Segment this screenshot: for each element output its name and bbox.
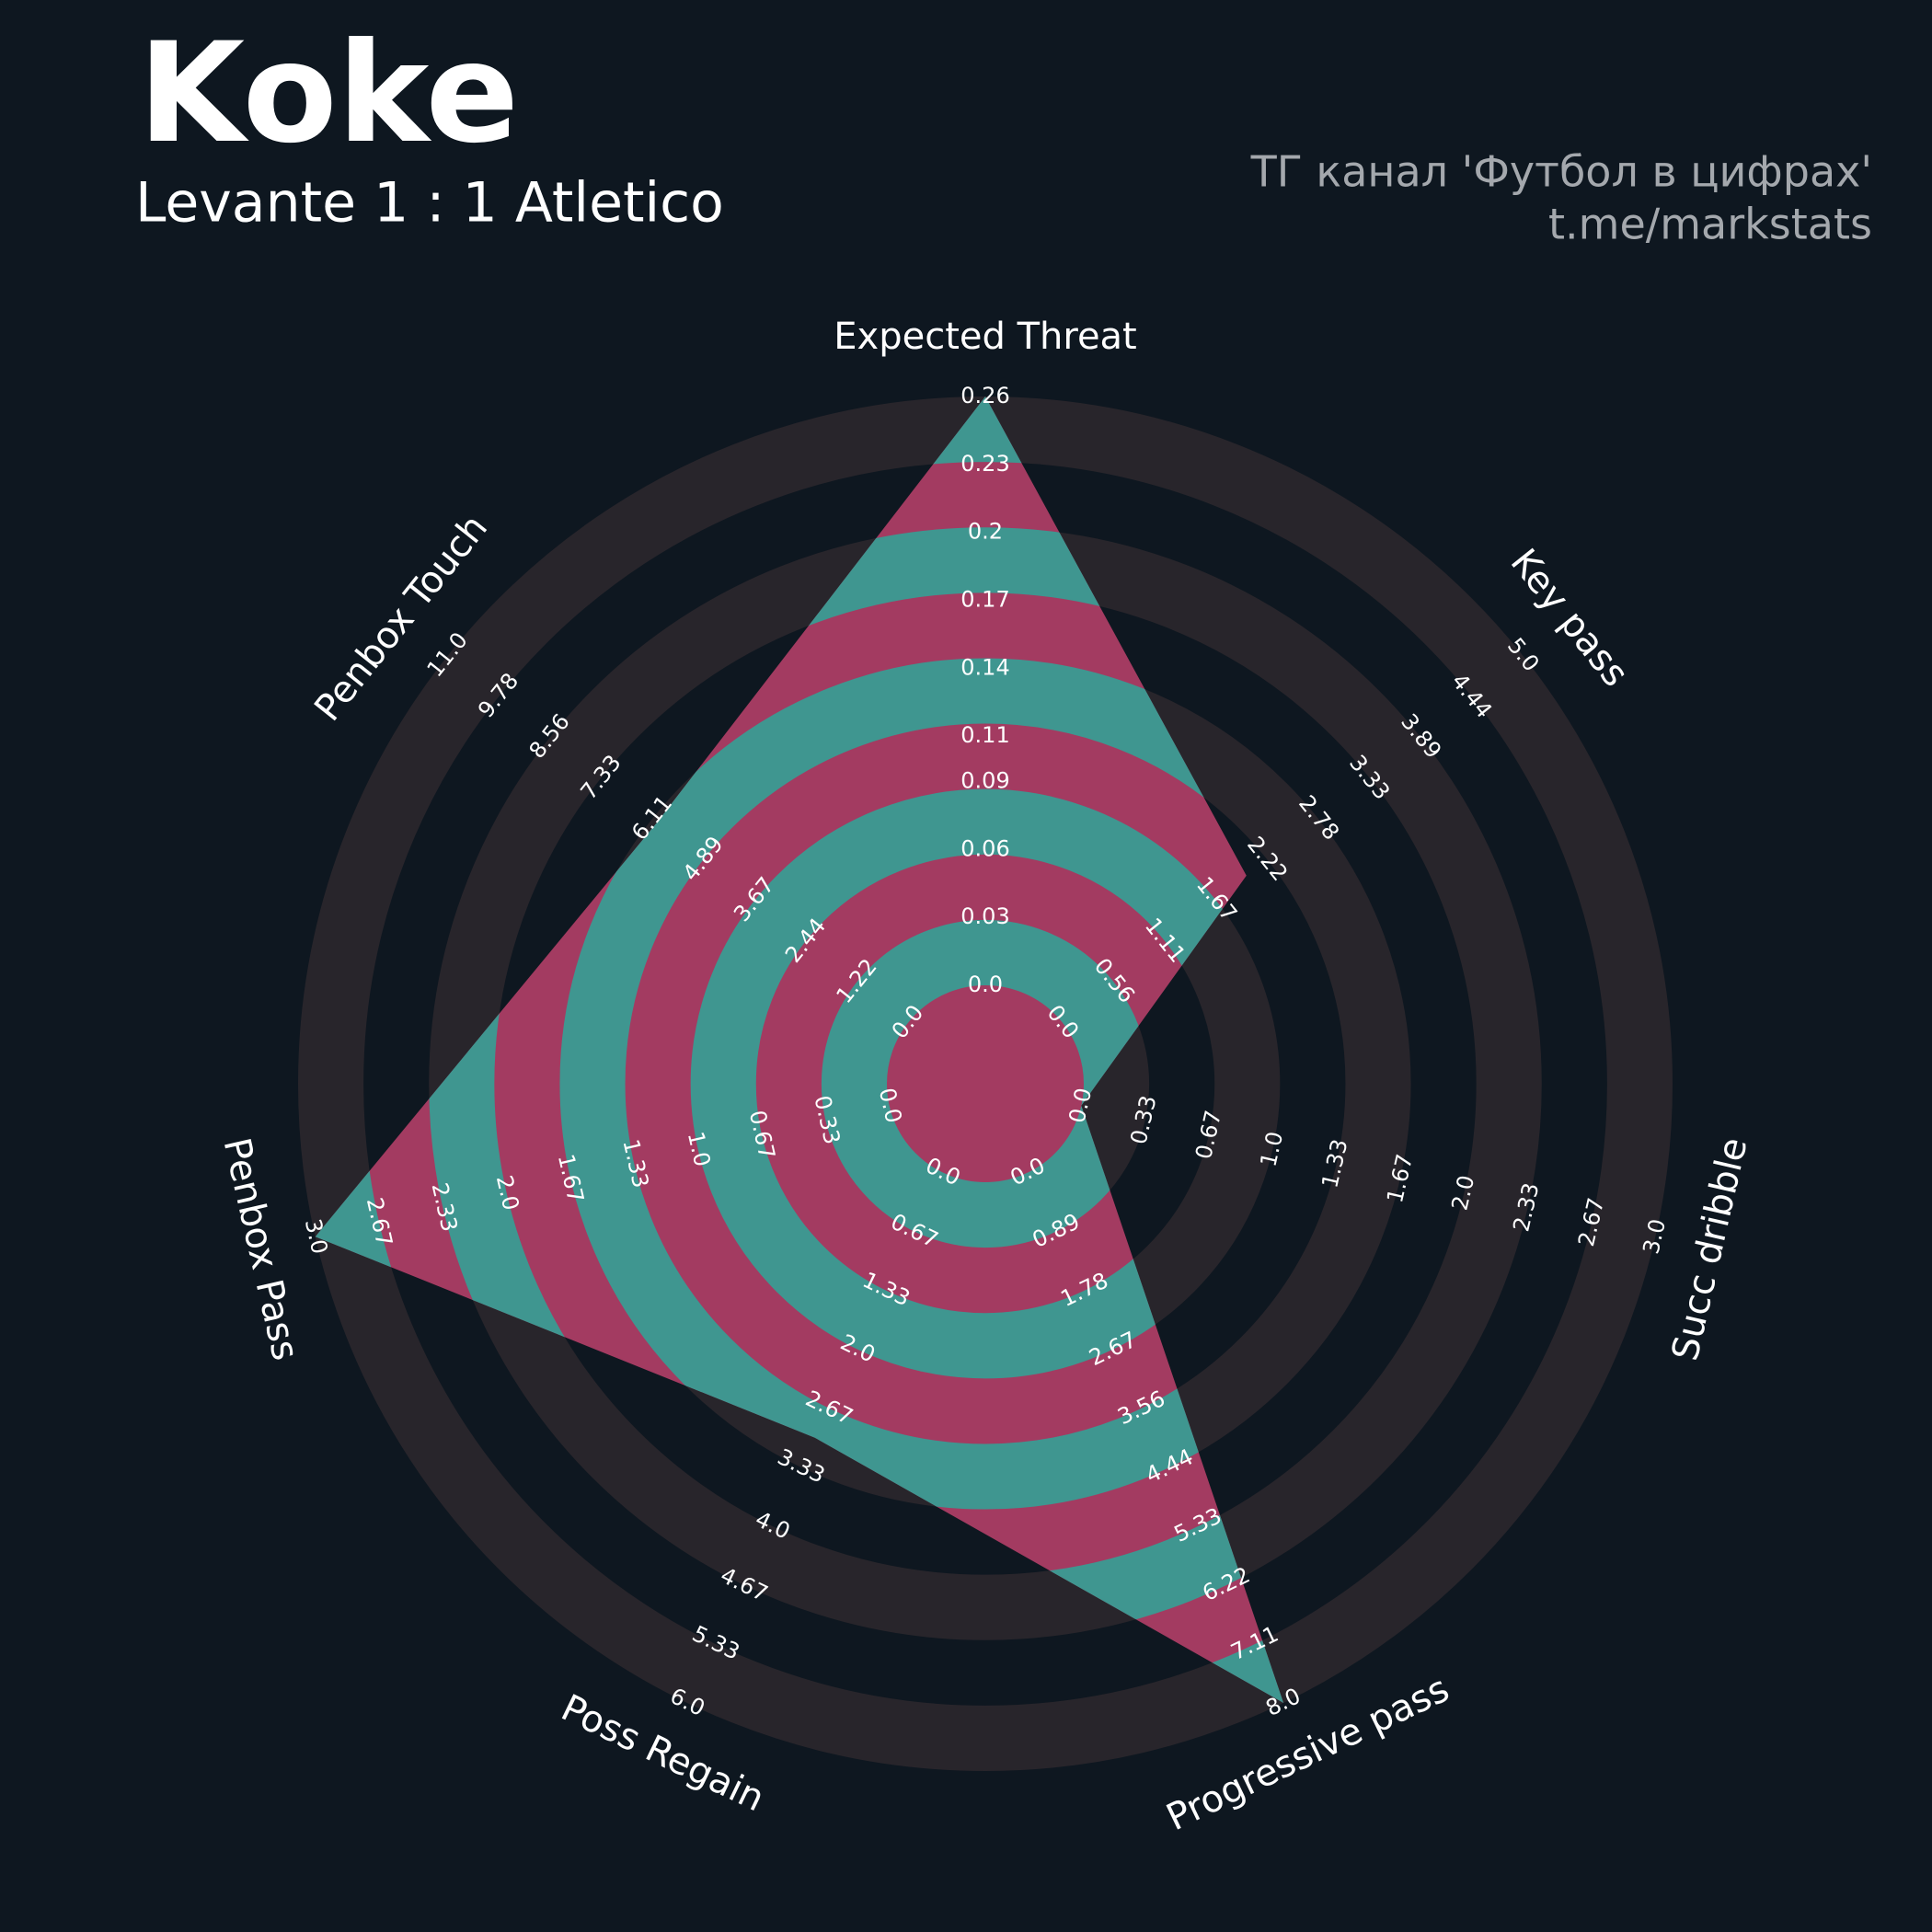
tick-label: 0.03 [960, 903, 1009, 929]
band [559, 658, 1284, 1510]
tick-label: 0.23 [960, 451, 1009, 477]
chart-title: Koke [138, 14, 519, 174]
axis-label: Expected Threat [834, 316, 1137, 358]
tick-label: 0.2 [968, 519, 1003, 545]
chart-subtitle: Levante 1 : 1 Atletico [135, 171, 724, 236]
tick-label: 0.09 [960, 767, 1009, 793]
tick-label: 0.14 [960, 654, 1009, 680]
tick-label: 0.26 [960, 383, 1009, 408]
tick-label: 0.17 [960, 587, 1009, 613]
tick-label: 0.0 [968, 972, 1003, 997]
tick-label: 0.06 [960, 835, 1009, 861]
annotation: ТГ канал 'Футбол в цифрах' [1250, 147, 1872, 197]
tick-label: 0.11 [960, 722, 1009, 748]
annotation: t.me/markstats [1548, 200, 1872, 249]
